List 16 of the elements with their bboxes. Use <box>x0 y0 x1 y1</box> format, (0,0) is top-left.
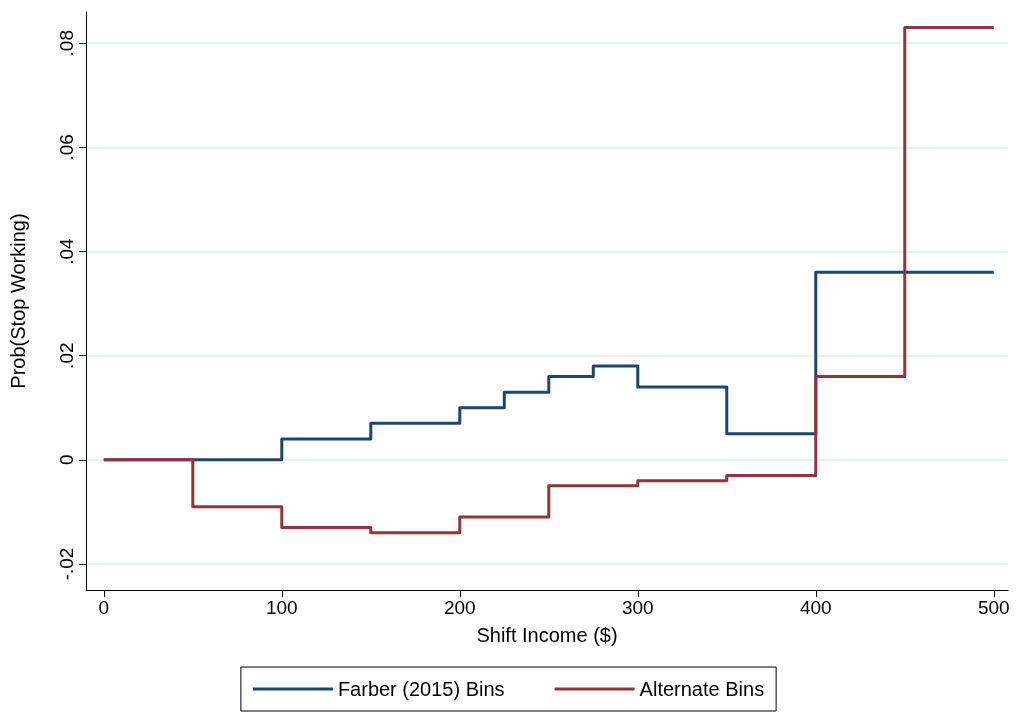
y-tick-label: .06 <box>56 134 77 161</box>
x-axis-title: Shift Income ($) <box>476 624 618 646</box>
x-tick-label: 300 <box>621 597 654 618</box>
y-tick-label: .04 <box>56 237 77 265</box>
x-tick-label: 100 <box>265 597 298 618</box>
x-tick-label: 500 <box>977 597 1010 618</box>
x-tick-label: 200 <box>443 597 476 618</box>
x-tick-label: 400 <box>799 597 832 618</box>
y-tick-label: .02 <box>56 342 77 369</box>
legend-label: Alternate Bins <box>639 678 765 700</box>
legend-label: Farber (2015) Bins <box>337 678 505 700</box>
y-tick-label: .08 <box>56 30 77 57</box>
y-tick-label: 0 <box>56 454 77 466</box>
x-tick-label: 0 <box>98 597 110 618</box>
y-axis-title: Prob(Stop Working) <box>7 213 29 389</box>
y-tick-label: -.02 <box>56 547 77 581</box>
